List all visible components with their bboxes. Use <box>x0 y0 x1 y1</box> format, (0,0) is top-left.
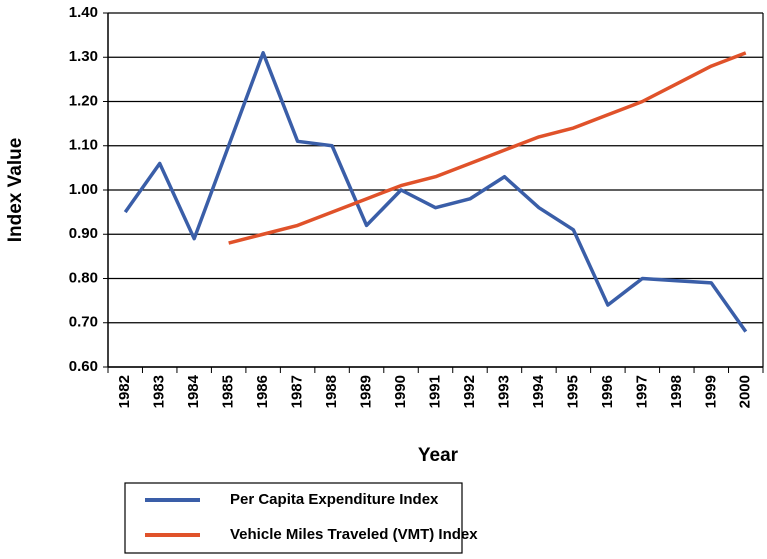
y-tick-label: 0.80 <box>69 269 98 286</box>
y-tick-label: 1.20 <box>69 92 98 109</box>
x-tick-label: 1993 <box>495 375 512 408</box>
x-tick-label: 1995 <box>564 375 581 408</box>
series-line <box>123 51 748 333</box>
legend-box <box>124 482 463 554</box>
x-tick-label: 1992 <box>461 375 478 408</box>
x-tick-label: 1982 <box>116 375 133 408</box>
y-tick-label: 0.70 <box>69 314 98 331</box>
y-tick-label: 1.10 <box>69 137 98 154</box>
legend-label: Per Capita Expenditure Index <box>230 491 439 508</box>
x-tick-label: 1989 <box>358 375 375 408</box>
x-tick-label: 1998 <box>668 375 685 408</box>
x-axis-title: Year <box>418 445 459 466</box>
y-tick-label: 0.60 <box>69 358 98 375</box>
y-tick-label: 1.00 <box>69 181 98 198</box>
x-tick-label: 1991 <box>426 375 443 408</box>
x-tick-label: 1988 <box>323 375 340 408</box>
y-axis-title: Index Value <box>5 138 26 243</box>
x-tick-label: 1990 <box>392 375 409 408</box>
x-tick-label: 1986 <box>254 375 271 408</box>
x-tick-label: 1999 <box>702 375 719 408</box>
x-tick-label: 1983 <box>151 375 168 408</box>
x-tick-label: 1985 <box>220 375 237 408</box>
x-tick-label: 1996 <box>599 375 616 408</box>
x-tick-label: 1994 <box>530 374 547 408</box>
y-tick-label: 0.90 <box>69 225 98 242</box>
x-tick-label: 1997 <box>633 375 650 408</box>
x-tick-label: 1984 <box>185 374 202 408</box>
x-tick-label: 1987 <box>289 375 306 408</box>
series-line <box>228 51 747 245</box>
y-tick-label: 1.40 <box>69 4 98 21</box>
y-tick-label: 1.30 <box>69 48 98 65</box>
legend-label: Vehicle Miles Traveled (VMT) Index <box>230 526 478 543</box>
x-tick-label: 2000 <box>737 375 754 408</box>
